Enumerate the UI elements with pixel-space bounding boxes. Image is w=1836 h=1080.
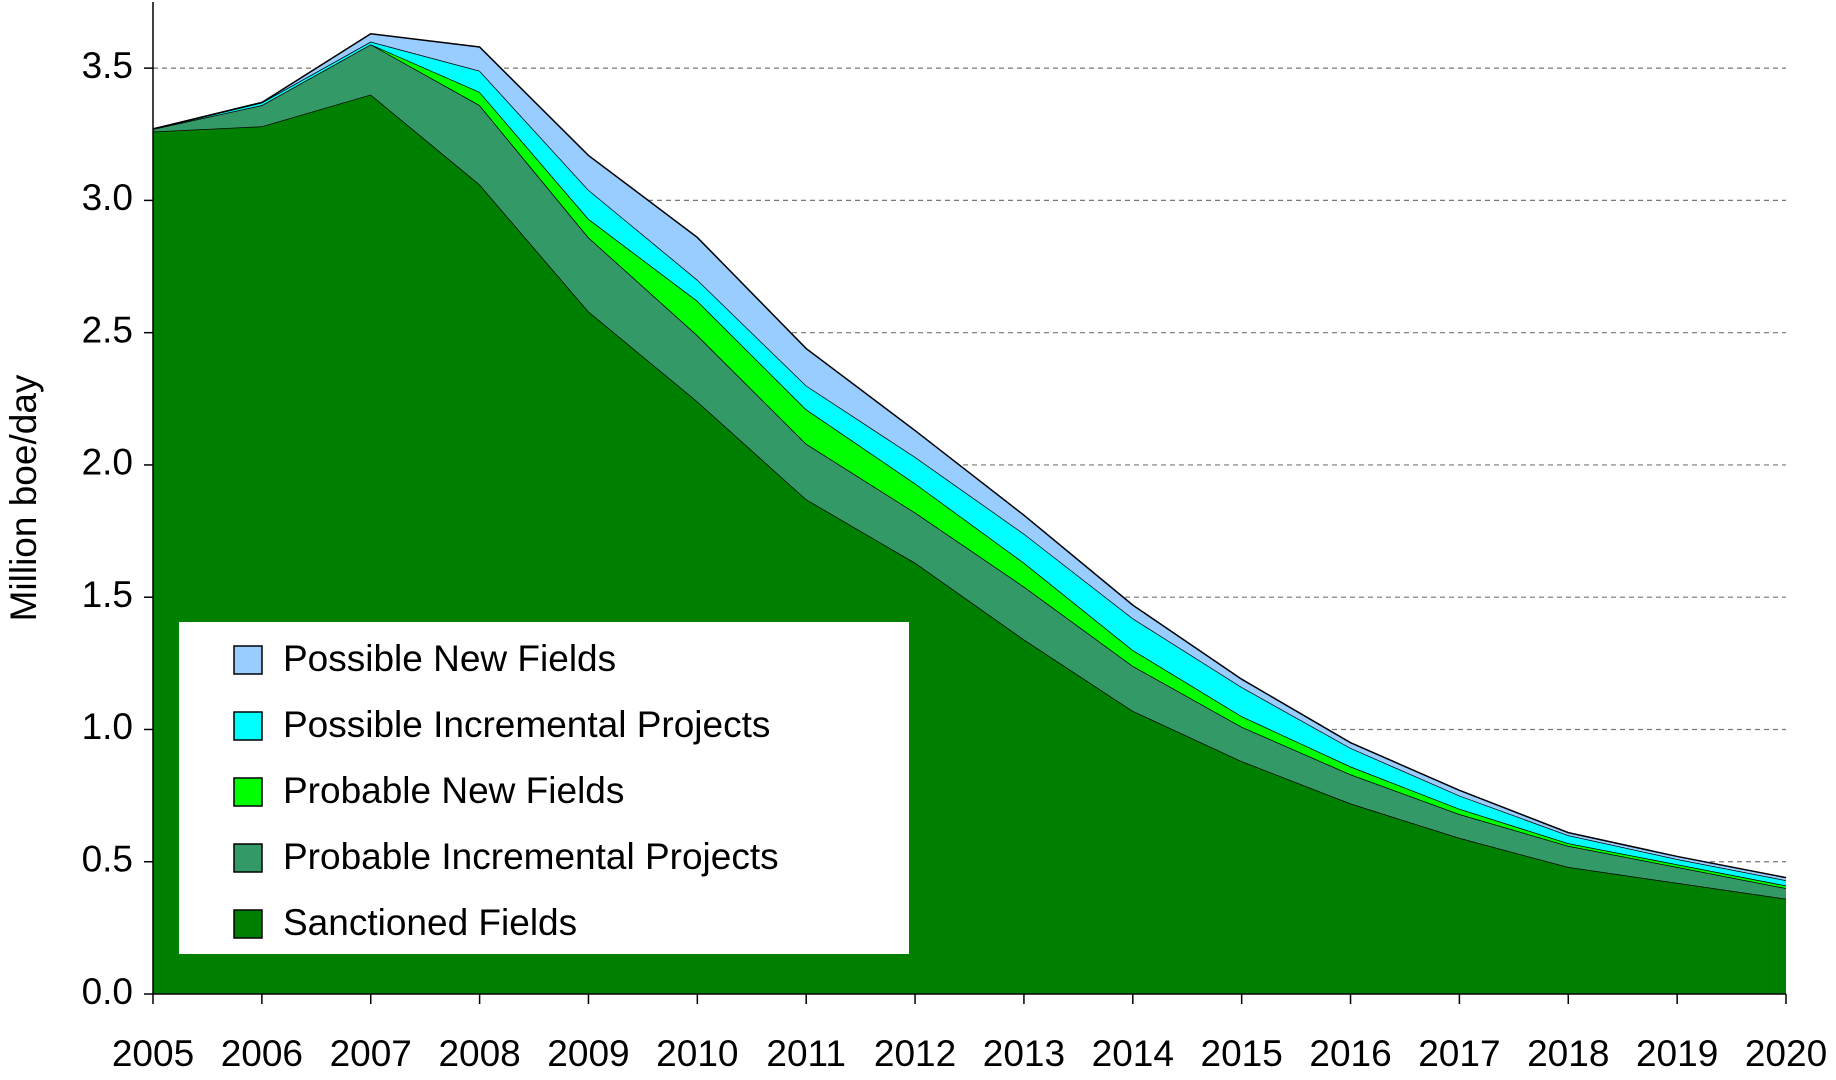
x-tick-label: 2007 [330,1033,412,1074]
area [153,44,1786,899]
legend-swatch [233,645,263,675]
y-tick-label: 1.5 [82,574,133,615]
legend [179,622,909,954]
area-edge [152,32,1787,879]
y-tick-label: 3.0 [82,177,133,218]
y-tick-label: 0.5 [82,839,133,880]
x-tick-label: 2019 [1636,1033,1718,1074]
x-tick-label: 2008 [438,1033,520,1074]
legend-label: Possible New Fields [283,638,616,679]
x-tick-label: 2020 [1745,1033,1827,1074]
y-tick-label: 0.0 [82,971,133,1012]
x-tick-label: 2009 [547,1033,629,1074]
x-tick-label: 2010 [656,1033,738,1074]
legend-label: Probable New Fields [283,770,624,811]
legend-swatch [233,909,263,939]
x-tick-label: 2017 [1418,1033,1500,1074]
x-tick-label: 2013 [983,1033,1065,1074]
legend-label: Possible Incremental Projects [283,704,770,745]
x-tick-label: 2015 [1201,1033,1283,1074]
x-tick-label: 2012 [874,1033,956,1074]
legend-label: Probable Incremental Projects [283,836,779,877]
x-tick-label: 2014 [1092,1033,1174,1074]
legend-swatch [233,843,263,873]
y-tick-label: 3.5 [82,45,133,86]
x-tick-label: 2018 [1527,1033,1609,1074]
y-tick-label: 2.5 [82,309,133,350]
y-tick-label: 1.0 [82,706,133,747]
x-tick-label: 2016 [1309,1033,1391,1074]
legend-label: Sanctioned Fields [283,902,577,943]
legend-swatch [233,711,263,741]
legend-swatch [233,777,263,807]
y-axis-label: Million boe/day [3,374,44,621]
x-tick-label: 2011 [766,1033,846,1074]
y-tick-label: 2.0 [82,442,133,483]
x-tick-label: 2005 [112,1033,194,1074]
x-tick-label: 2006 [221,1033,303,1074]
